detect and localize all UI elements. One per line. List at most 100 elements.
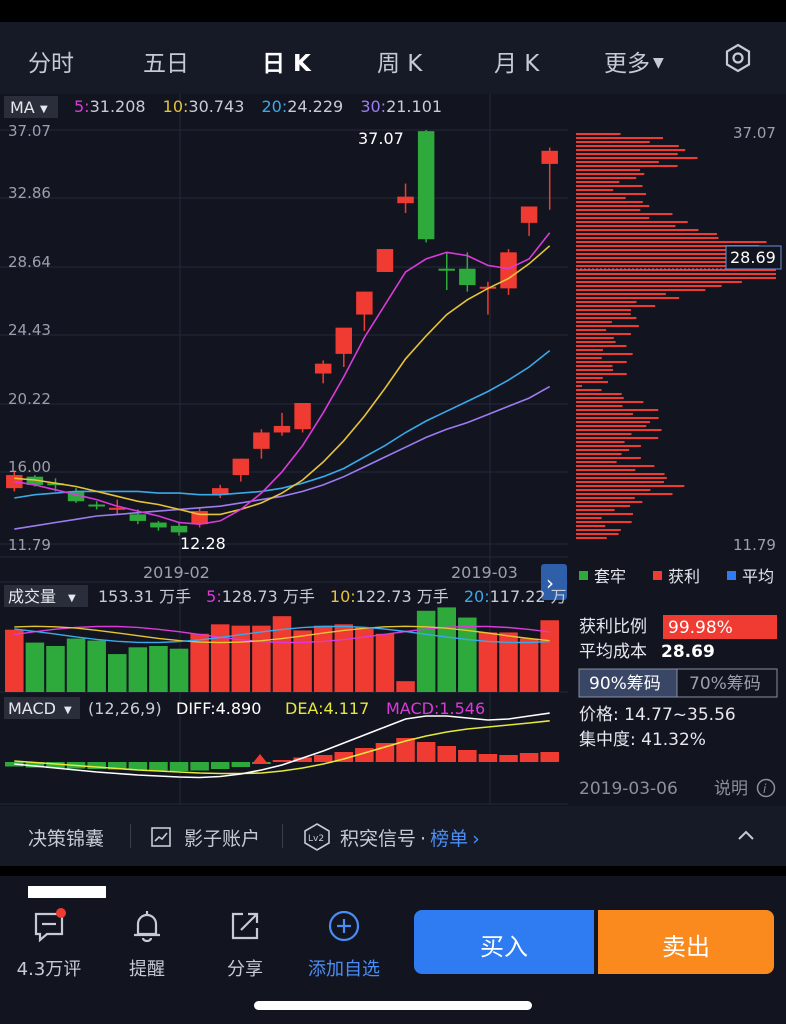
news-strip bbox=[0, 876, 786, 898]
section-gap bbox=[0, 866, 786, 876]
caret-down-icon: ▼ bbox=[653, 55, 664, 71]
chevron-right-icon: › bbox=[472, 828, 480, 850]
vol5-period: 5: bbox=[206, 587, 222, 606]
leaderboard-link[interactable]: 榜单 bbox=[430, 828, 469, 850]
volume-bar bbox=[190, 633, 209, 692]
volume-bar bbox=[355, 627, 374, 692]
macd-selector[interactable] bbox=[4, 697, 80, 719]
golden-cross-marker bbox=[252, 754, 268, 764]
max-price-label: 37.07 bbox=[358, 129, 404, 148]
candle-body bbox=[520, 206, 538, 223]
candle-body bbox=[47, 483, 64, 486]
candle-body bbox=[459, 268, 476, 286]
candle-body bbox=[129, 514, 147, 521]
settings-hexagon-icon[interactable] bbox=[722, 42, 754, 74]
profit-ratio-label: 获利比例 bbox=[579, 617, 647, 637]
volume-bar bbox=[437, 607, 457, 692]
macd-bar bbox=[46, 762, 65, 768]
candle-body bbox=[253, 432, 270, 449]
buy-button[interactable]: 买入 bbox=[414, 910, 594, 974]
macd-bar bbox=[25, 762, 45, 768]
price-tick: 28.64 bbox=[8, 253, 51, 271]
current-price-tag bbox=[725, 245, 782, 270]
macd-bar bbox=[416, 742, 436, 762]
sell-button[interactable]: 卖出 bbox=[598, 910, 774, 974]
info-icon[interactable] bbox=[756, 778, 776, 798]
home-indicator bbox=[254, 1001, 532, 1010]
divider bbox=[130, 824, 131, 848]
chip-price-range: 价格: 14.77~35.56 bbox=[579, 705, 736, 725]
ma-values: 5:31.208 10:30.743 20:24.229 30:21.101 bbox=[74, 97, 442, 116]
add-watchlist-button[interactable]: 添加自选 bbox=[300, 908, 388, 981]
ma-lines bbox=[14, 232, 551, 530]
ma5-period: 5: bbox=[74, 97, 90, 116]
caret-down-icon: ▼ bbox=[64, 705, 72, 716]
toolbar-shadow-account[interactable]: 影子账户 bbox=[184, 828, 261, 850]
volume-total: 153.31 万手 bbox=[98, 587, 191, 606]
chip-concentration: 集中度: 41.32% bbox=[579, 730, 706, 750]
toolbar-signal[interactable]: 积突信号 · 榜单 › bbox=[340, 824, 480, 851]
macd-bar bbox=[499, 755, 518, 762]
macd-bar bbox=[87, 762, 106, 769]
tab-daily-k[interactable]: 日 K bbox=[262, 51, 311, 77]
volume-bar bbox=[66, 638, 86, 692]
separator-dot: · bbox=[420, 828, 427, 850]
ma20-period: 20: bbox=[261, 97, 287, 116]
candle-body bbox=[88, 504, 105, 507]
candle-body bbox=[109, 507, 126, 510]
decision-toolbar: 决策锦囊 影子账户 Lv2 积突信号 · 榜单 › bbox=[0, 806, 786, 866]
candle-body bbox=[541, 150, 558, 164]
macd-params: (12,26,9) bbox=[88, 699, 162, 718]
volume-bar bbox=[499, 632, 518, 692]
volume-bar bbox=[293, 630, 312, 692]
comments-button[interactable]: 4.3万评 bbox=[8, 908, 90, 981]
volume-ma-line bbox=[14, 625, 550, 644]
volume-bar bbox=[149, 645, 168, 692]
macd-bar bbox=[107, 762, 127, 770]
explain-link[interactable]: 说明 bbox=[714, 779, 748, 799]
share-icon bbox=[231, 912, 259, 940]
vol20-value: 117.22 万 bbox=[490, 587, 567, 606]
macd-bar bbox=[128, 762, 148, 770]
ma20-value: 24.229 bbox=[287, 97, 343, 116]
price-tick: 24.43 bbox=[8, 321, 51, 339]
ma30-period: 30: bbox=[360, 97, 386, 116]
share-button[interactable]: 分享 bbox=[210, 908, 280, 981]
ma-selector[interactable] bbox=[4, 96, 58, 118]
tab-monthly-k[interactable]: 月 K bbox=[494, 51, 540, 77]
volume-bar bbox=[478, 632, 498, 692]
share-label: 分享 bbox=[227, 959, 263, 980]
kline-chart[interactable]: MA ▼ 5:31.208 10:30.743 20:24.229 30:21.… bbox=[0, 94, 786, 806]
volume-bar bbox=[334, 624, 354, 692]
expand-button[interactable] bbox=[541, 564, 567, 600]
sell-label: 卖出 bbox=[662, 933, 710, 961]
macd-bar bbox=[231, 762, 251, 767]
candle-body bbox=[67, 491, 85, 502]
min-price-label: 12.28 bbox=[180, 534, 226, 553]
volume-selector[interactable] bbox=[4, 585, 88, 607]
tab-more[interactable]: 更多 ▼ bbox=[604, 44, 664, 78]
macd-bar bbox=[458, 750, 477, 762]
macd-bar bbox=[169, 762, 189, 771]
info-icon-glyph: i bbox=[763, 782, 767, 796]
chevron-up-icon[interactable] bbox=[736, 826, 756, 846]
chart-box-icon bbox=[151, 827, 171, 847]
candle-body bbox=[294, 402, 311, 430]
legend-hold: 套牢 bbox=[594, 567, 626, 586]
remind-button[interactable]: 提醒 bbox=[112, 908, 182, 981]
volume-bar bbox=[540, 620, 559, 692]
tab-weekly-k[interactable]: 周 K bbox=[377, 51, 423, 77]
tab-five-day[interactable]: 五日 bbox=[143, 51, 189, 77]
caret-down-icon: ▼ bbox=[68, 593, 76, 604]
tab-chip-90-label: 90%筹码 bbox=[589, 674, 661, 694]
chip-distribution bbox=[576, 133, 776, 539]
ma20-line bbox=[14, 349, 551, 499]
chip-price-bottom: 11.79 bbox=[733, 536, 776, 554]
tab-intraday[interactable]: 分时 bbox=[28, 51, 74, 77]
volume-bar bbox=[519, 638, 539, 692]
volume-values: 153.31 万手 5:128.73 万手 10:122.73 万手 20:11… bbox=[98, 587, 567, 606]
volume-bar bbox=[210, 624, 230, 692]
macd-bar bbox=[478, 754, 498, 762]
toolbar-decision-kit[interactable]: 决策锦囊 bbox=[28, 828, 105, 850]
tab-chip-70[interactable] bbox=[676, 668, 778, 698]
